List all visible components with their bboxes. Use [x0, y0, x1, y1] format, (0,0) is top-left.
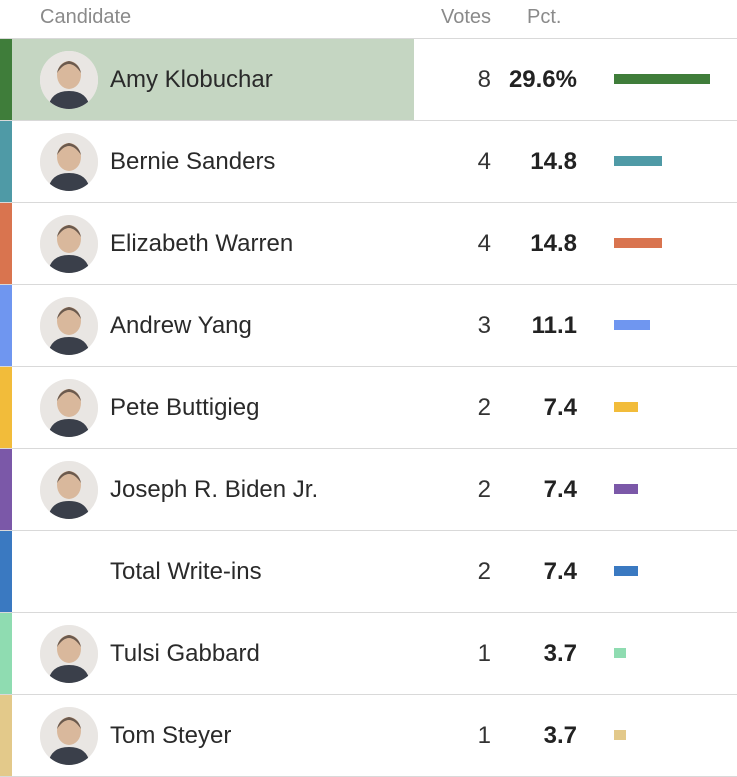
table-row: Amy Klobuchar 8 29.6%	[0, 39, 737, 121]
table-row: Andrew Yang 3 11.1	[0, 285, 737, 367]
table-row: Total Write-ins 2 7.4	[0, 531, 737, 613]
candidate-name: Andrew Yang	[110, 312, 252, 339]
candidate-avatar	[40, 215, 98, 273]
pct-value: 11.1	[531, 312, 577, 339]
candidate-cell: Pete Buttigieg	[12, 367, 414, 448]
pct-bar	[614, 730, 626, 740]
candidate-avatar	[40, 133, 98, 191]
pct-bar	[614, 484, 638, 494]
pct-value: 7.4	[543, 476, 577, 503]
table-row: Tom Steyer 1 3.7	[0, 695, 737, 777]
candidate-color-stripe	[0, 285, 12, 366]
pct-bar	[614, 238, 662, 248]
candidate-name: Elizabeth Warren	[110, 230, 294, 257]
results-table: Amy Klobuchar 8 29.6% Bernie Sanders 4 14.8 El…	[0, 39, 737, 777]
candidate-avatar	[40, 297, 98, 355]
candidate-avatar	[40, 625, 98, 683]
pct-bar	[614, 566, 638, 576]
candidate-color-stripe	[0, 121, 12, 202]
column-header-votes: Votes	[440, 6, 491, 28]
candidate-color-stripe	[0, 39, 12, 120]
pct-value: 14.8	[530, 230, 577, 257]
pct-bar	[614, 402, 638, 412]
votes-value: 3	[477, 312, 491, 339]
candidate-cell: Tom Steyer	[12, 695, 414, 776]
candidate-name: Tulsi Gabbard	[110, 640, 260, 667]
pct-value: 29.6%	[508, 66, 577, 93]
table-row: Bernie Sanders 4 14.8	[0, 121, 737, 203]
candidate-cell: Tulsi Gabbard	[12, 613, 414, 694]
votes-value: 2	[477, 476, 491, 503]
pct-value: 3.7	[543, 722, 577, 749]
candidate-color-stripe	[0, 531, 12, 612]
candidate-cell: Amy Klobuchar	[12, 39, 414, 120]
candidate-cell: Joseph R. Biden Jr.	[12, 449, 414, 530]
candidate-color-stripe	[0, 203, 12, 284]
votes-value: 2	[477, 558, 491, 585]
column-header-candidate: Candidate	[40, 6, 132, 28]
candidate-name: Tom Steyer	[110, 722, 232, 749]
candidate-cell: Total Write-ins	[12, 531, 414, 612]
pct-bar	[614, 320, 650, 330]
candidate-name: Total Write-ins	[110, 558, 262, 585]
votes-value: 8	[477, 66, 491, 93]
candidate-avatar	[40, 51, 98, 109]
pct-value: 3.7	[543, 640, 577, 667]
pct-value: 7.4	[543, 558, 577, 585]
candidate-color-stripe	[0, 449, 12, 530]
pct-bar	[614, 648, 626, 658]
pct-value: 14.8	[530, 148, 577, 175]
pct-bar	[614, 74, 710, 84]
table-row: Joseph R. Biden Jr. 2 7.4	[0, 449, 737, 531]
candidate-cell: Bernie Sanders	[12, 121, 414, 202]
candidate-name: Amy Klobuchar	[110, 66, 273, 93]
table-row: Tulsi Gabbard 1 3.7	[0, 613, 737, 695]
column-header-pct: Pct.	[527, 6, 562, 28]
pct-bar	[614, 156, 662, 166]
votes-value: 1	[477, 722, 491, 749]
votes-value: 2	[477, 394, 491, 421]
votes-value: 4	[477, 230, 491, 257]
votes-value: 4	[477, 148, 491, 175]
candidate-name: Pete Buttigieg	[110, 394, 260, 421]
candidate-cell: Elizabeth Warren	[12, 203, 414, 284]
candidate-cell: Andrew Yang	[12, 285, 414, 366]
votes-value: 1	[477, 640, 491, 667]
candidate-avatar	[40, 379, 98, 437]
table-header: Candidate Votes Pct.	[0, 0, 737, 39]
candidate-avatar	[40, 707, 98, 765]
pct-value: 7.4	[543, 394, 577, 421]
table-row: Pete Buttigieg 2 7.4	[0, 367, 737, 449]
candidate-color-stripe	[0, 367, 12, 448]
candidate-color-stripe	[0, 695, 12, 776]
candidate-color-stripe	[0, 613, 12, 694]
candidate-name: Joseph R. Biden Jr.	[110, 476, 319, 503]
candidate-name: Bernie Sanders	[110, 148, 276, 175]
table-row: Elizabeth Warren 4 14.8	[0, 203, 737, 285]
candidate-avatar	[40, 461, 98, 519]
